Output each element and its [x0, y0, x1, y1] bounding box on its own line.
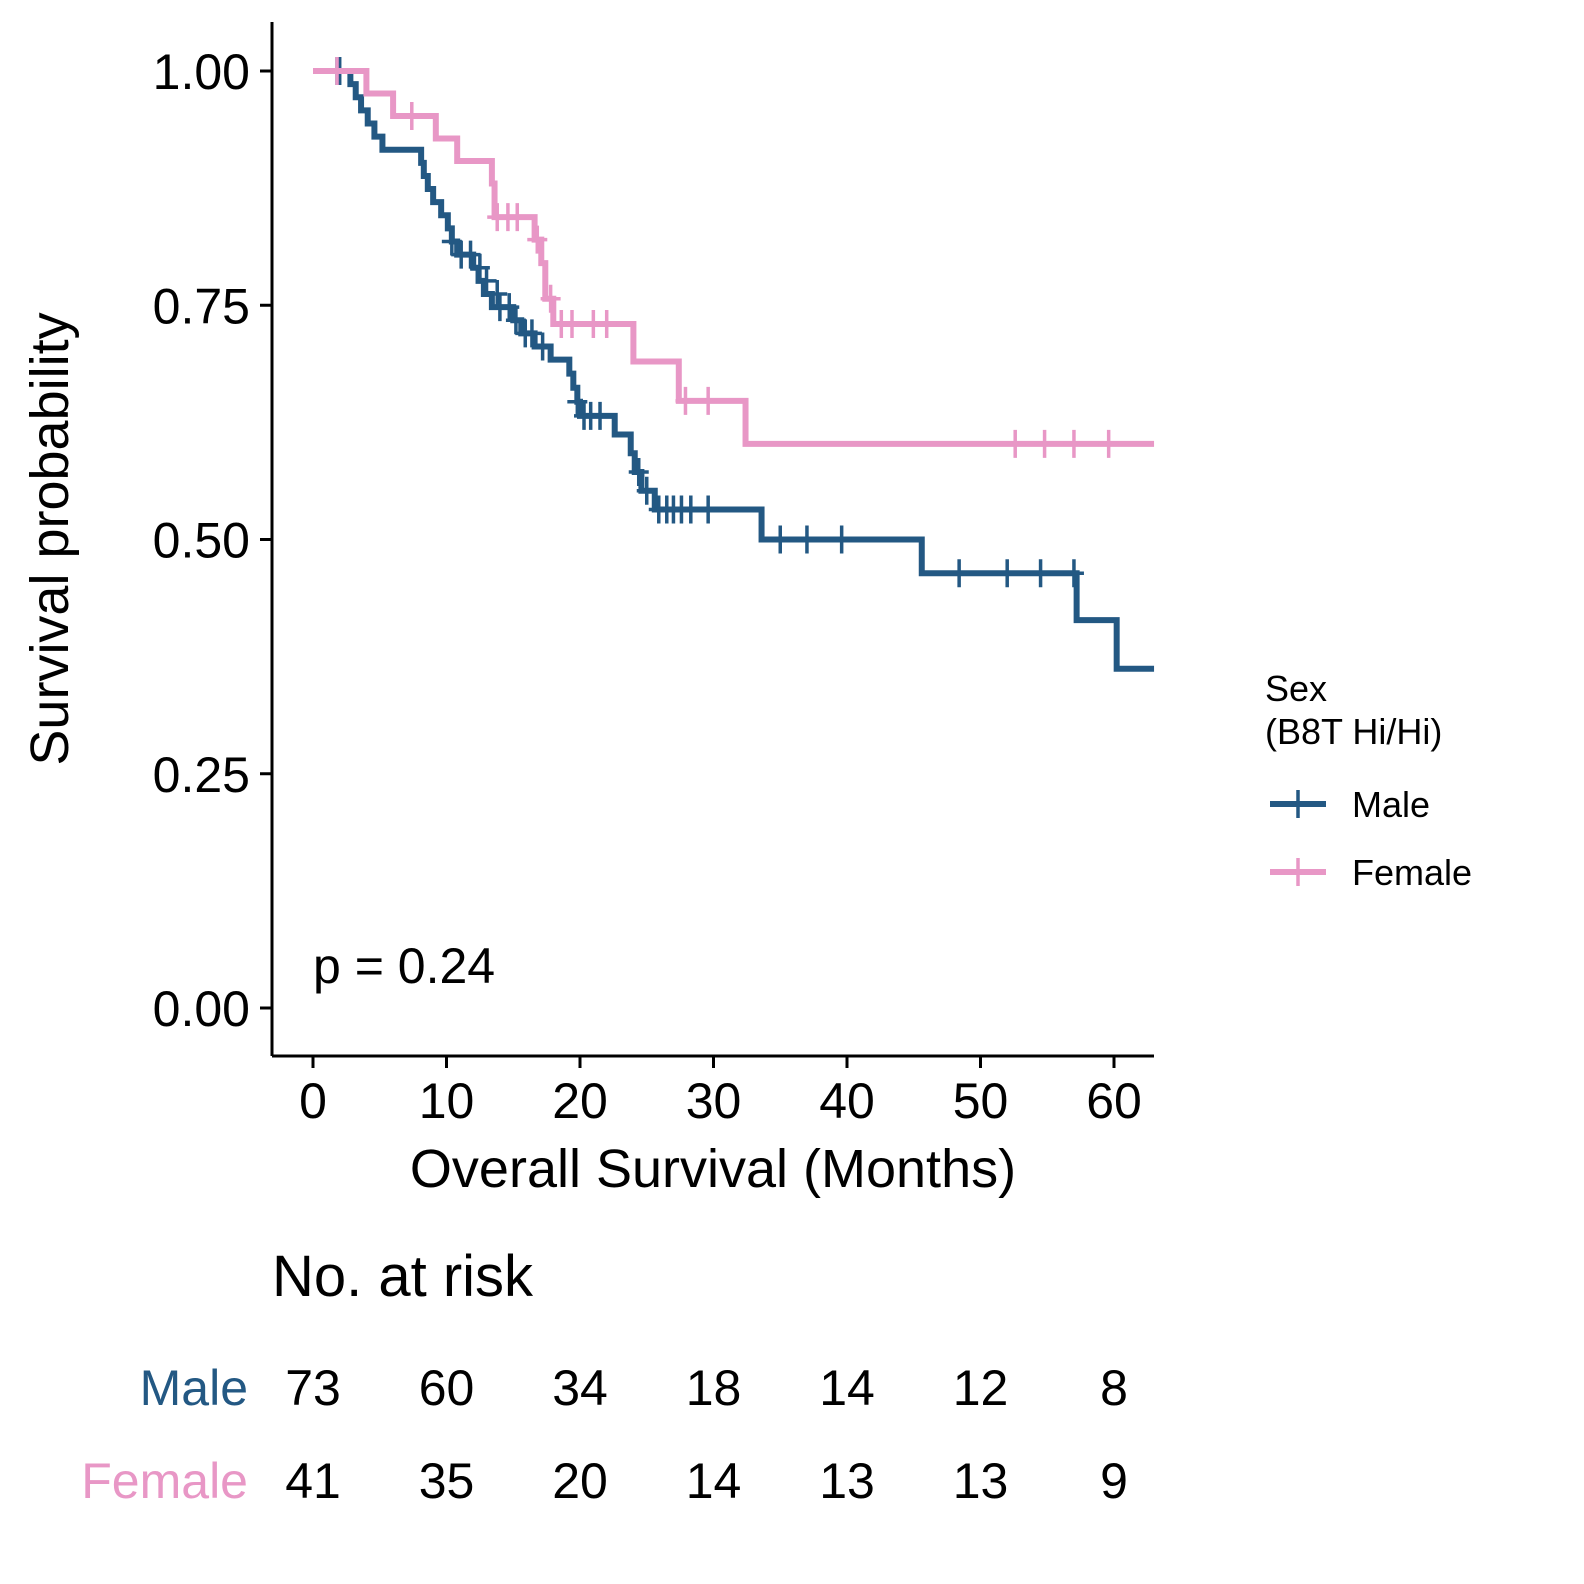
censor-mark-female — [561, 309, 582, 338]
censor-mark-male — [505, 306, 526, 335]
p-value-annotation: p = 0.24 — [313, 938, 495, 994]
censor-mark-male — [636, 476, 657, 505]
censor-mark-female — [327, 57, 348, 85]
censor-mark-male — [831, 525, 852, 554]
censor-mark-male — [698, 495, 719, 524]
legend-label-female: Female — [1352, 852, 1472, 893]
censor-mark-male — [590, 401, 611, 430]
x-tick-label: 50 — [953, 1073, 1009, 1129]
legend: Sex (B8T Hi/Hi) Male Female — [1265, 668, 1472, 893]
censor-mark-male — [487, 280, 508, 309]
censor-mark-female — [401, 101, 422, 130]
survival-curve-female — [313, 68, 1155, 447]
censor-mark-female — [540, 284, 561, 313]
y-tick-label: 0.25 — [153, 747, 250, 803]
x-tick-label: 0 — [299, 1073, 327, 1129]
risk-count-female: 13 — [953, 1453, 1009, 1509]
x-tick-label: 40 — [819, 1073, 875, 1129]
risk-row-label-female: Female — [81, 1453, 248, 1509]
censor-mark-female — [596, 309, 617, 338]
censor-mark-male — [441, 227, 462, 256]
censor-mark-female — [527, 225, 548, 254]
censor-mark-male — [997, 559, 1018, 588]
risk-table: No. at risk Male 73 60 34 18 14 12 8 Female 41 35 2… — [81, 1244, 1128, 1509]
censor-mark-male — [680, 495, 701, 524]
y-tick-label: 0.50 — [153, 513, 250, 569]
risk-count-male: 14 — [819, 1360, 875, 1416]
x-tick-label: 10 — [419, 1073, 475, 1129]
risk-count-male: 12 — [953, 1360, 1009, 1416]
censor-mark-female — [1034, 429, 1055, 458]
legend-subtitle: (B8T Hi/Hi) — [1265, 711, 1442, 752]
censor-mark-male — [460, 240, 481, 269]
x-tick-label: 20 — [552, 1073, 608, 1129]
risk-count-female: 13 — [819, 1453, 875, 1509]
survival-curve-male — [313, 68, 1155, 672]
censor-mark-male — [1030, 559, 1051, 588]
legend-title: Sex — [1265, 668, 1327, 709]
censor-mark-male — [796, 525, 817, 554]
censor-mark-female — [507, 203, 528, 232]
censor-mark-male — [521, 319, 542, 348]
risk-count-male: 73 — [285, 1360, 341, 1416]
x-tick-label: 30 — [686, 1073, 742, 1129]
censor-mark-female — [1063, 429, 1084, 458]
censor-mark-female — [698, 386, 719, 415]
censor-mark-male — [532, 332, 553, 361]
censor-mark-male — [476, 266, 497, 295]
risk-count-male: 18 — [686, 1360, 742, 1416]
risk-count-male: 34 — [552, 1360, 608, 1416]
y-axis-title: Survival probability — [20, 312, 80, 765]
censor-mark-male — [770, 525, 791, 554]
censor-mark-male — [628, 458, 649, 487]
y-tick-label: 1.00 — [153, 44, 250, 100]
y-axis-ticks: 0.00 0.25 0.50 0.75 1.00 — [153, 44, 272, 1037]
plot-panel: 0 10 20 30 40 50 60 0.00 0.25 0.50 0.75 1.00 p = 0… — [153, 22, 1155, 1129]
risk-count-female: 14 — [686, 1453, 742, 1509]
y-tick-label: 0.75 — [153, 278, 250, 334]
risk-count-female: 9 — [1100, 1453, 1128, 1509]
censor-mark-female — [1005, 429, 1026, 458]
risk-count-female: 41 — [285, 1453, 341, 1509]
y-tick-label: 0.00 — [153, 981, 250, 1037]
x-tick-label: 60 — [1086, 1073, 1142, 1129]
censor-mark-male — [567, 387, 588, 416]
x-axis-ticks: 0 10 20 30 40 50 60 — [299, 1056, 1142, 1129]
censor-mark-male — [949, 559, 970, 588]
risk-table-title: No. at risk — [272, 1244, 534, 1309]
risk-count-male: 8 — [1100, 1360, 1128, 1416]
series-layer — [313, 57, 1155, 672]
risk-count-female: 20 — [552, 1453, 608, 1509]
legend-label-male: Male — [1352, 784, 1430, 825]
censor-mark-female — [1098, 429, 1119, 458]
censor-mark-female — [675, 386, 696, 415]
risk-row-label-male: Male — [140, 1360, 248, 1416]
risk-table-rows: Male 73 60 34 18 14 12 8 Female 41 35 20 14 13 13 9 — [81, 1360, 1128, 1509]
x-axis-title: Overall Survival (Months) — [410, 1139, 1016, 1199]
risk-count-female: 35 — [419, 1453, 475, 1509]
censor-mark-male — [1063, 559, 1084, 588]
risk-count-male: 60 — [419, 1360, 475, 1416]
legend-items: Male Female — [1270, 784, 1472, 893]
